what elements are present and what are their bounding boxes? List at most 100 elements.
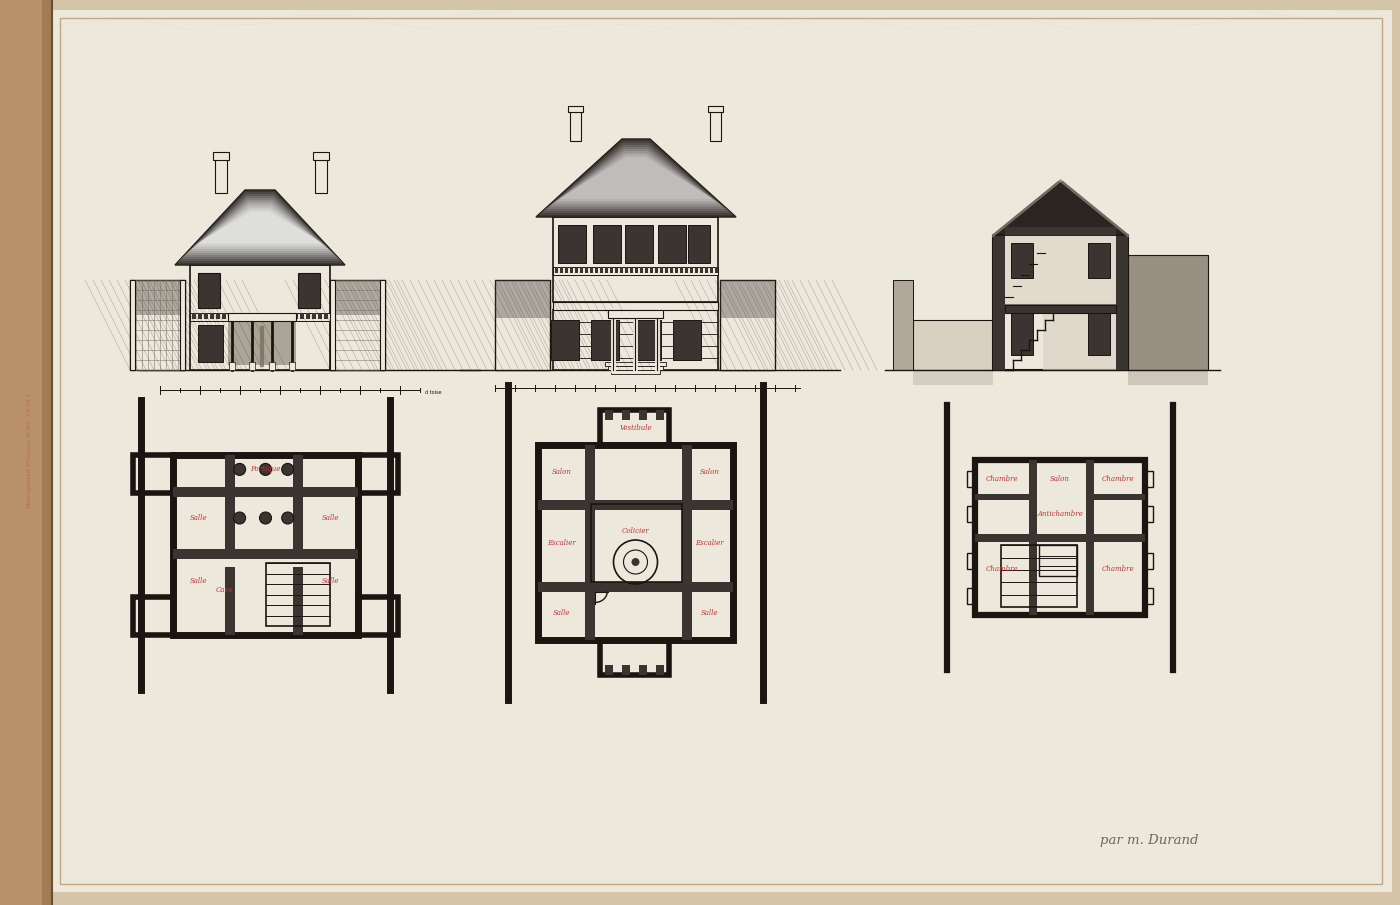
- Text: Chambre: Chambre: [986, 565, 1019, 573]
- Text: Salle: Salle: [322, 577, 339, 585]
- Bar: [197, 325, 223, 362]
- Bar: [1085, 460, 1093, 499]
- Text: Salle: Salle: [553, 609, 570, 616]
- Bar: [560, 267, 563, 273]
- Bar: [190, 313, 330, 321]
- Bar: [258, 313, 262, 319]
- Bar: [330, 280, 335, 370]
- Bar: [228, 313, 295, 321]
- Text: par m. Durand: par m. Durand: [1100, 834, 1198, 846]
- Bar: [312, 313, 316, 319]
- Bar: [553, 267, 718, 275]
- Text: Escalier: Escalier: [547, 538, 575, 547]
- Polygon shape: [539, 141, 734, 215]
- Bar: [967, 471, 974, 487]
- Bar: [1088, 310, 1110, 355]
- Polygon shape: [553, 153, 718, 203]
- Bar: [1085, 460, 1093, 615]
- Polygon shape: [559, 157, 714, 199]
- Polygon shape: [536, 139, 736, 217]
- Bar: [133, 597, 174, 635]
- Bar: [636, 267, 638, 273]
- Bar: [605, 267, 608, 273]
- Bar: [610, 370, 659, 374]
- Bar: [1145, 471, 1154, 487]
- Bar: [249, 362, 255, 370]
- Polygon shape: [546, 147, 727, 209]
- Bar: [671, 267, 673, 273]
- Bar: [605, 410, 613, 420]
- Bar: [967, 588, 974, 605]
- Bar: [42, 0, 52, 905]
- Bar: [605, 665, 613, 675]
- Bar: [715, 267, 718, 273]
- Bar: [675, 267, 678, 273]
- Bar: [197, 273, 220, 308]
- Bar: [1001, 545, 1077, 607]
- Bar: [570, 109, 581, 141]
- Bar: [1128, 255, 1208, 370]
- Text: Colicier: Colicier: [622, 527, 650, 535]
- Bar: [552, 320, 580, 360]
- Circle shape: [259, 463, 272, 475]
- Text: Vestibule: Vestibule: [619, 424, 652, 432]
- Bar: [265, 313, 267, 319]
- Bar: [293, 455, 304, 488]
- Bar: [288, 313, 293, 319]
- Bar: [1011, 310, 1033, 355]
- Bar: [601, 640, 669, 675]
- Bar: [228, 317, 237, 321]
- Bar: [630, 267, 633, 273]
- Polygon shape: [195, 210, 325, 245]
- Bar: [314, 152, 329, 160]
- Bar: [288, 362, 295, 370]
- Polygon shape: [993, 180, 1128, 235]
- Bar: [174, 455, 358, 635]
- Bar: [330, 280, 385, 315]
- Bar: [638, 665, 647, 675]
- Bar: [1011, 243, 1033, 278]
- Bar: [622, 410, 630, 420]
- Bar: [1029, 460, 1037, 499]
- Bar: [223, 313, 225, 319]
- Bar: [566, 267, 568, 273]
- Text: Portique: Portique: [251, 465, 280, 473]
- Bar: [554, 267, 559, 273]
- Bar: [594, 225, 622, 263]
- Text: Salle: Salle: [190, 514, 207, 522]
- Text: Salle: Salle: [322, 514, 339, 522]
- Bar: [174, 548, 358, 558]
- Bar: [1039, 545, 1077, 576]
- Bar: [580, 267, 582, 273]
- Bar: [358, 455, 398, 493]
- Bar: [190, 265, 330, 370]
- Bar: [638, 410, 647, 420]
- Bar: [210, 313, 214, 319]
- Bar: [1005, 227, 1116, 235]
- Text: d toise: d toise: [426, 389, 441, 395]
- Bar: [1091, 494, 1145, 500]
- Bar: [610, 267, 613, 273]
- Bar: [1145, 553, 1154, 568]
- Bar: [213, 152, 230, 160]
- Bar: [1029, 460, 1037, 615]
- Bar: [239, 313, 244, 319]
- Bar: [710, 267, 713, 273]
- Polygon shape: [183, 198, 337, 257]
- Bar: [585, 445, 595, 640]
- Bar: [622, 665, 630, 675]
- Bar: [687, 225, 710, 263]
- Bar: [300, 313, 304, 319]
- Text: Salle: Salle: [190, 577, 207, 585]
- Bar: [538, 500, 734, 510]
- Bar: [0, 0, 52, 905]
- Bar: [323, 313, 328, 319]
- Polygon shape: [549, 149, 724, 207]
- Bar: [294, 313, 298, 319]
- Bar: [685, 267, 687, 273]
- Bar: [1128, 255, 1208, 370]
- Bar: [673, 320, 701, 360]
- Polygon shape: [181, 196, 339, 259]
- Bar: [967, 506, 974, 522]
- Bar: [710, 109, 721, 141]
